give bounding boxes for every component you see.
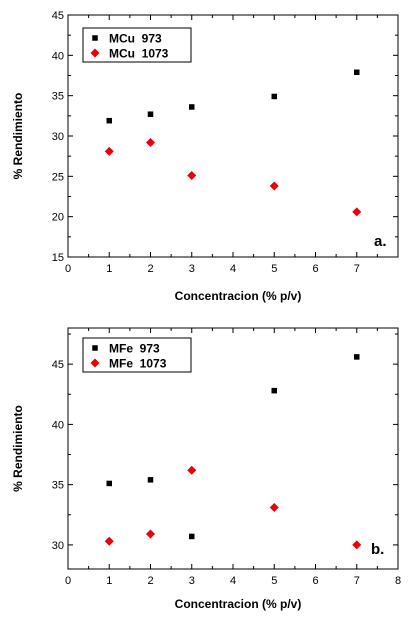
x-tick-label: 4 — [230, 263, 236, 275]
y-tick-label: 15 — [52, 252, 64, 264]
data-point-series-2 — [352, 207, 362, 217]
data-point-series-1 — [106, 480, 112, 487]
legend-marker — [92, 35, 98, 41]
x-tick-label: 3 — [189, 263, 195, 275]
x-tick-label: 1 — [106, 575, 112, 587]
x-tick-label: 6 — [312, 263, 318, 275]
data-point-series-2 — [187, 171, 197, 181]
y-tick-label: 35 — [52, 480, 64, 492]
y-axis-title: % Rendimiento — [11, 93, 25, 180]
x-tick-label: 2 — [147, 263, 153, 275]
x-tick-label: 7 — [354, 263, 360, 275]
panel-label: a. — [374, 233, 387, 250]
data-point-series-1 — [271, 387, 277, 394]
data-point-series-1 — [354, 354, 360, 360]
data-point-series-2 — [269, 181, 279, 191]
x-axis-title: Concentracion (% p/v) — [175, 597, 302, 611]
data-point-series-1 — [189, 104, 195, 110]
panel-label: b. — [371, 541, 384, 558]
legend-box — [82, 337, 192, 373]
y-tick-label: 35 — [52, 91, 64, 103]
x-tick-label: 5 — [271, 263, 277, 275]
data-point-series-1 — [354, 69, 360, 76]
legend-label: MCu 1073 — [109, 47, 169, 61]
data-point-series-2 — [269, 503, 279, 513]
data-point-series-2 — [104, 536, 114, 546]
data-point-series-2 — [146, 137, 155, 147]
legend-label: MFe 973 — [109, 342, 160, 356]
x-tick-label: 5 — [271, 575, 277, 587]
x-tick-label: 6 — [312, 575, 318, 587]
legend-marker — [92, 345, 98, 351]
x-tick-label: 3 — [189, 575, 195, 587]
x-tick-label: 1 — [106, 263, 112, 275]
y-tick-label: 45 — [52, 359, 64, 371]
y-axis-title: % Rendimiento — [11, 405, 25, 492]
x-tick-label: 0 — [65, 575, 71, 587]
data-point-series-2 — [352, 540, 362, 550]
y-tick-label: 30 — [52, 131, 64, 143]
legend-label: MFe 1073 — [109, 357, 167, 371]
x-tick-label: 4 — [230, 575, 236, 587]
data-point-series-2 — [104, 146, 114, 156]
legend-marker — [90, 48, 100, 58]
legend-marker — [90, 358, 100, 368]
data-point-series-2 — [187, 465, 197, 475]
x-tick-label: 7 — [354, 575, 360, 587]
data-point-series-2 — [146, 529, 155, 539]
x-axis-title: Concentracion (% p/v) — [175, 289, 302, 303]
data-point-series-1 — [271, 93, 277, 100]
y-tick-label: 40 — [52, 419, 64, 431]
y-tick-label: 40 — [52, 50, 64, 62]
x-tick-label: 8 — [395, 575, 401, 587]
legend-label: MCu 973 — [109, 32, 162, 46]
y-tick-label: 30 — [52, 540, 64, 552]
x-tick-label: 2 — [147, 575, 153, 587]
y-tick-label: 20 — [52, 212, 64, 224]
y-tick-label: 45 — [52, 10, 64, 22]
legend-box — [82, 27, 192, 63]
data-point-series-1 — [147, 111, 154, 117]
data-point-series-1 — [147, 477, 154, 483]
data-point-series-1 — [106, 117, 112, 124]
x-tick-label: 0 — [65, 263, 71, 275]
data-point-series-1 — [189, 533, 195, 540]
y-tick-label: 25 — [52, 171, 64, 183]
